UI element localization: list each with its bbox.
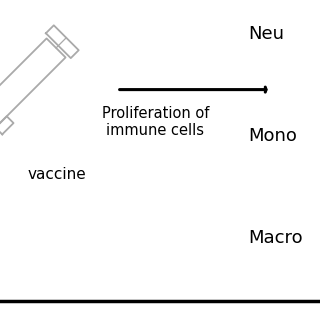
Text: Proliferation of
immune cells: Proliferation of immune cells — [101, 106, 209, 138]
Text: Mono: Mono — [248, 127, 297, 145]
Text: Neu: Neu — [248, 25, 284, 43]
Text: Macro: Macro — [248, 229, 303, 247]
Text: vaccine: vaccine — [27, 167, 86, 182]
